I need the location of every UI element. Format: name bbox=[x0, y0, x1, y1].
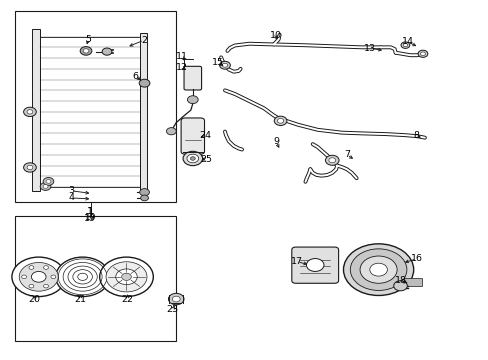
Bar bbox=[40, 37, 140, 187]
Circle shape bbox=[102, 48, 112, 55]
Circle shape bbox=[19, 262, 58, 291]
Circle shape bbox=[166, 128, 176, 135]
Circle shape bbox=[183, 151, 202, 166]
Text: 10: 10 bbox=[270, 31, 282, 40]
Circle shape bbox=[51, 275, 56, 279]
Circle shape bbox=[29, 266, 34, 269]
Text: 7: 7 bbox=[343, 150, 349, 159]
Circle shape bbox=[31, 271, 46, 282]
Circle shape bbox=[325, 155, 338, 165]
Circle shape bbox=[29, 284, 34, 288]
Text: 24: 24 bbox=[199, 131, 211, 140]
Text: 17: 17 bbox=[290, 257, 303, 266]
Text: 13: 13 bbox=[364, 44, 376, 53]
Circle shape bbox=[83, 49, 89, 53]
Text: 15: 15 bbox=[211, 58, 223, 67]
Text: 5: 5 bbox=[85, 35, 91, 44]
Circle shape bbox=[43, 177, 54, 185]
Text: 11: 11 bbox=[176, 53, 188, 62]
Circle shape bbox=[27, 110, 33, 114]
Circle shape bbox=[122, 273, 131, 280]
Bar bbox=[32, 30, 40, 191]
Circle shape bbox=[141, 195, 148, 201]
Circle shape bbox=[190, 157, 195, 160]
Circle shape bbox=[43, 284, 48, 288]
Circle shape bbox=[140, 189, 149, 196]
Circle shape bbox=[27, 165, 33, 170]
Text: 19: 19 bbox=[84, 213, 96, 222]
Text: 1: 1 bbox=[88, 207, 94, 216]
Circle shape bbox=[403, 44, 407, 47]
Circle shape bbox=[40, 183, 51, 190]
Circle shape bbox=[80, 46, 92, 55]
Text: 23: 23 bbox=[166, 305, 178, 314]
Text: 16: 16 bbox=[410, 255, 422, 264]
Circle shape bbox=[328, 158, 335, 163]
Bar bbox=[404, 278, 421, 286]
Circle shape bbox=[274, 116, 286, 126]
Circle shape bbox=[369, 263, 386, 276]
Text: 25: 25 bbox=[200, 155, 212, 164]
Circle shape bbox=[172, 296, 180, 302]
Circle shape bbox=[349, 249, 406, 291]
Circle shape bbox=[100, 257, 153, 297]
Text: 20: 20 bbox=[28, 294, 40, 303]
Circle shape bbox=[116, 269, 137, 285]
Circle shape bbox=[43, 185, 48, 188]
Circle shape bbox=[56, 257, 109, 297]
Bar bbox=[15, 216, 176, 341]
Circle shape bbox=[46, 180, 51, 183]
Circle shape bbox=[417, 50, 427, 57]
Bar bbox=[140, 33, 147, 191]
Circle shape bbox=[21, 275, 26, 279]
Text: 6: 6 bbox=[132, 72, 138, 81]
Circle shape bbox=[359, 256, 396, 283]
Text: 8: 8 bbox=[412, 131, 418, 140]
Circle shape bbox=[43, 266, 48, 269]
FancyBboxPatch shape bbox=[291, 247, 338, 283]
Circle shape bbox=[420, 52, 425, 55]
Text: 12: 12 bbox=[176, 63, 188, 72]
Circle shape bbox=[187, 96, 198, 104]
Text: 9: 9 bbox=[273, 138, 279, 147]
Text: 22: 22 bbox=[121, 294, 133, 303]
Circle shape bbox=[343, 244, 413, 296]
FancyBboxPatch shape bbox=[181, 118, 204, 154]
Circle shape bbox=[23, 107, 36, 117]
Circle shape bbox=[219, 61, 230, 69]
Text: 18: 18 bbox=[394, 276, 406, 285]
Circle shape bbox=[306, 258, 324, 271]
Circle shape bbox=[186, 154, 198, 163]
Text: 3: 3 bbox=[68, 186, 74, 195]
Circle shape bbox=[400, 42, 409, 48]
Text: 2: 2 bbox=[141, 36, 147, 45]
Text: 19: 19 bbox=[85, 213, 97, 222]
Text: 14: 14 bbox=[401, 37, 413, 46]
Circle shape bbox=[168, 293, 183, 305]
Circle shape bbox=[139, 79, 150, 87]
Circle shape bbox=[277, 118, 283, 123]
Circle shape bbox=[106, 262, 147, 292]
Circle shape bbox=[222, 63, 227, 67]
Circle shape bbox=[23, 163, 36, 172]
Text: 4: 4 bbox=[68, 193, 74, 202]
Text: 21: 21 bbox=[74, 294, 86, 303]
Circle shape bbox=[12, 257, 65, 297]
Bar bbox=[15, 12, 176, 202]
Circle shape bbox=[393, 281, 407, 291]
FancyBboxPatch shape bbox=[183, 66, 201, 90]
Text: 1: 1 bbox=[87, 207, 93, 216]
